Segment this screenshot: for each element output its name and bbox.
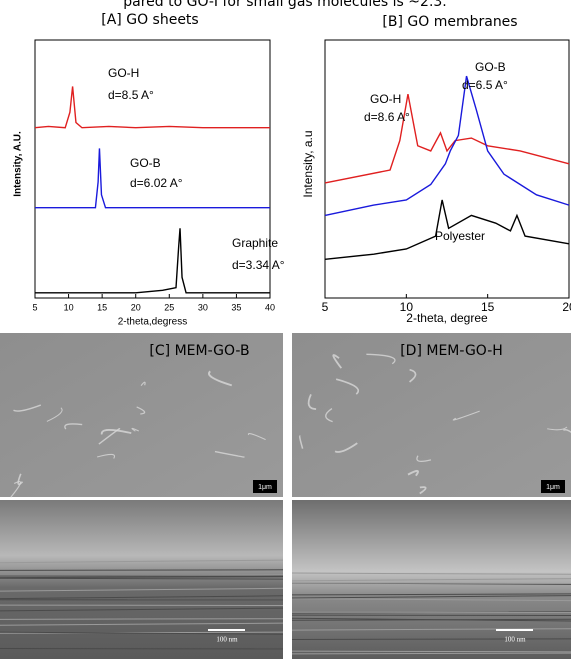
scale-bar-label: 100 nm [216,636,238,644]
scale-bar-label: 1μm [546,484,560,491]
layer-line [292,653,571,654]
y-axis-label: Intensity, a.u [301,130,315,197]
layer-line [0,570,283,571]
annotation: d=3.34 A° [232,258,285,272]
x-axis-label: 2-theta, degree [406,311,488,325]
series-label: GO-B [475,60,506,74]
series-label: GO-B [130,156,161,170]
x-tick-label: 5 [32,302,37,312]
header-text: pared to GO-I for small gas molecules is… [123,0,447,10]
annotation: d=8.6 A° [364,110,410,124]
chart-title: [A] GO sheets [101,12,198,28]
x-tick-label: 15 [481,300,495,314]
layer-line [292,639,571,640]
x-tick-label: 40 [265,302,275,312]
x-tick-label: 5 [322,300,329,314]
annotation: d=8.5 A° [108,88,154,102]
series-label: GO-H [108,66,139,80]
series-line [325,94,569,183]
x-tick-label: 15 [97,302,107,312]
scale-bar-label: 1μm [258,484,272,491]
x-tick-label: 30 [198,302,208,312]
x-tick-label: 20 [562,300,571,314]
scale-bar-label: 100 nm [504,636,526,644]
series-label: GO-H [370,92,401,106]
x-tick-label: 10 [64,302,74,312]
figure: pared to GO-I for small gas molecules is… [0,0,571,659]
x-axis-label: 2-theta,degress [118,317,188,328]
y-axis-label: Intensity, A.U. [13,131,24,197]
plot-frame [325,40,569,298]
image-label: [D] MEM-GO-H [400,343,503,359]
annotation: d=6.02 A° [130,176,183,190]
annotation: d=6.5 A° [462,78,508,92]
x-tick-label: 35 [231,302,241,312]
image-label: [C] MEM-GO-B [149,343,249,359]
series-label: Polyester [435,229,485,243]
chart-title: [B] GO membranes [382,14,517,30]
x-tick-label: 20 [131,302,141,312]
layer-line [0,619,283,620]
series-label: Graphite [232,236,278,250]
x-tick-label: 25 [164,302,174,312]
series-line [325,76,569,215]
x-tick-label: 10 [400,300,414,314]
